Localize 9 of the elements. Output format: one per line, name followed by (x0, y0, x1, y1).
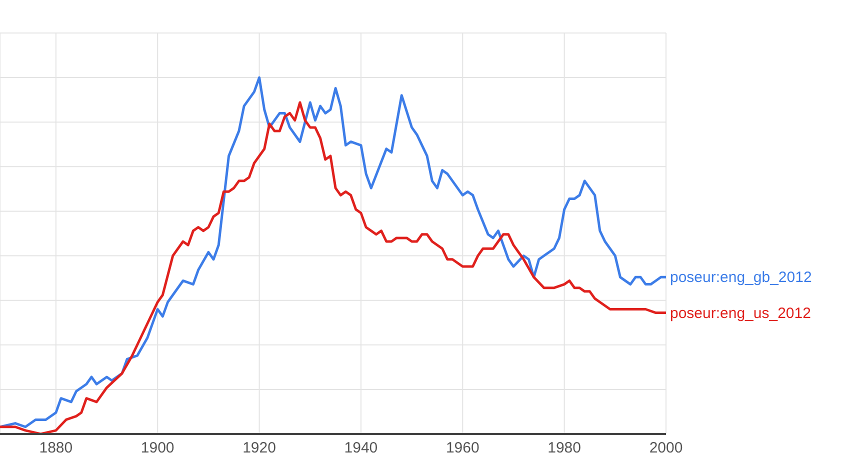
x-tick-label: 1960 (446, 440, 480, 457)
series-label: poseur:eng_gb_2012 (670, 269, 812, 286)
x-tick-label: 1980 (548, 440, 582, 457)
x-tick-label: 2000 (649, 440, 683, 457)
x-tick-label: 1920 (242, 440, 276, 457)
x-tick-label: 1900 (140, 440, 174, 457)
x-tick-label: 1940 (344, 440, 378, 457)
x-tick-label: 1880 (39, 440, 73, 457)
series-label: poseur:eng_us_2012 (670, 304, 811, 322)
